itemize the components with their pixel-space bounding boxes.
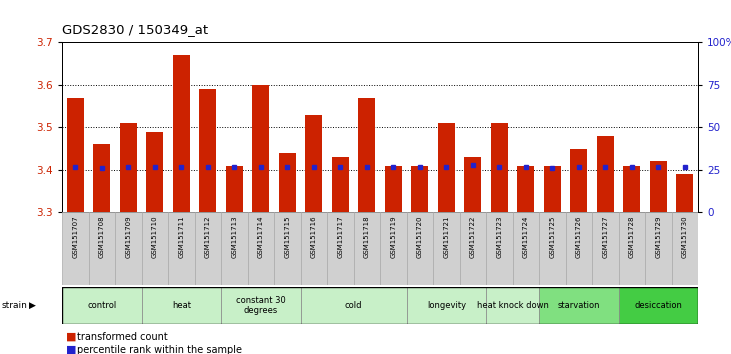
Text: GSM151724: GSM151724 [523, 215, 529, 258]
Bar [327, 212, 354, 285]
Bar [596, 136, 614, 212]
Bar [226, 166, 243, 212]
Bar [300, 212, 327, 285]
Bar [464, 157, 482, 212]
Bar [433, 212, 460, 285]
Bar [354, 212, 380, 285]
Text: GSM151714: GSM151714 [258, 215, 264, 258]
Bar [274, 212, 300, 285]
Text: GDS2830 / 150349_at: GDS2830 / 150349_at [62, 23, 208, 36]
Bar [539, 212, 566, 285]
Bar [300, 287, 406, 324]
Bar [194, 212, 221, 285]
Bar [279, 153, 296, 212]
Bar [173, 55, 190, 212]
Bar [380, 212, 406, 285]
Text: constant 30
degrees: constant 30 degrees [236, 296, 286, 315]
Bar [676, 174, 694, 212]
Text: cold: cold [345, 301, 363, 310]
Bar [544, 166, 561, 212]
Bar [221, 287, 300, 324]
Bar [412, 166, 428, 212]
Bar [142, 287, 221, 324]
Text: ■: ■ [66, 332, 76, 342]
Text: desiccation: desiccation [635, 301, 682, 310]
Bar [67, 98, 84, 212]
Text: GSM151716: GSM151716 [311, 215, 317, 258]
Bar [168, 212, 194, 285]
Bar [88, 212, 115, 285]
Bar [306, 115, 322, 212]
Bar [592, 212, 618, 285]
Text: strain: strain [1, 301, 27, 310]
Bar [146, 132, 164, 212]
Text: GSM151708: GSM151708 [99, 215, 105, 258]
Bar [486, 287, 539, 324]
Bar [358, 98, 376, 212]
Bar [62, 212, 88, 285]
Bar [672, 212, 698, 285]
Bar [570, 149, 588, 212]
Bar [406, 287, 486, 324]
Text: GSM151719: GSM151719 [390, 215, 396, 258]
Text: control: control [87, 301, 116, 310]
Text: GSM151709: GSM151709 [126, 215, 132, 258]
Text: GSM151707: GSM151707 [72, 215, 78, 258]
Text: starvation: starvation [558, 301, 600, 310]
Bar [491, 123, 508, 212]
Bar [385, 166, 402, 212]
Bar [624, 166, 640, 212]
Bar [221, 212, 248, 285]
Bar [248, 212, 274, 285]
Text: GSM151715: GSM151715 [284, 215, 290, 258]
Bar [332, 157, 349, 212]
Text: GSM151726: GSM151726 [576, 215, 582, 258]
Text: longevity: longevity [427, 301, 466, 310]
Bar [512, 212, 539, 285]
Text: GSM151727: GSM151727 [602, 215, 608, 258]
Bar [252, 85, 270, 212]
Text: GSM151712: GSM151712 [205, 215, 211, 258]
Text: GSM151725: GSM151725 [550, 215, 556, 258]
Bar [115, 212, 142, 285]
Text: GSM151722: GSM151722 [470, 215, 476, 258]
Text: GSM151730: GSM151730 [682, 215, 688, 258]
Text: GSM151720: GSM151720 [417, 215, 423, 258]
Bar [120, 123, 137, 212]
Text: GSM151711: GSM151711 [178, 215, 184, 258]
Text: GSM151721: GSM151721 [444, 215, 450, 258]
Bar [539, 287, 618, 324]
Bar [62, 287, 142, 324]
Text: GSM151718: GSM151718 [364, 215, 370, 258]
Text: GSM151717: GSM151717 [338, 215, 344, 258]
Bar [142, 212, 168, 285]
Text: ■: ■ [66, 345, 76, 354]
Bar [618, 287, 698, 324]
Bar [438, 123, 455, 212]
Bar [406, 212, 433, 285]
Bar [645, 212, 672, 285]
Text: heat: heat [172, 301, 191, 310]
Bar [618, 212, 645, 285]
Text: transformed count: transformed count [77, 332, 167, 342]
Text: GSM151723: GSM151723 [496, 215, 502, 258]
Bar [518, 166, 534, 212]
Text: GSM151710: GSM151710 [152, 215, 158, 258]
Text: percentile rank within the sample: percentile rank within the sample [77, 345, 242, 354]
Bar [200, 89, 216, 212]
Text: heat knock down: heat knock down [477, 301, 548, 310]
Bar [650, 161, 667, 212]
Text: GSM151713: GSM151713 [232, 215, 238, 258]
Text: GSM151729: GSM151729 [656, 215, 662, 258]
Bar [486, 212, 512, 285]
Bar [566, 212, 592, 285]
Text: GSM151728: GSM151728 [629, 215, 635, 258]
Text: ▶: ▶ [29, 301, 36, 310]
Bar [94, 144, 110, 212]
Bar [460, 212, 486, 285]
